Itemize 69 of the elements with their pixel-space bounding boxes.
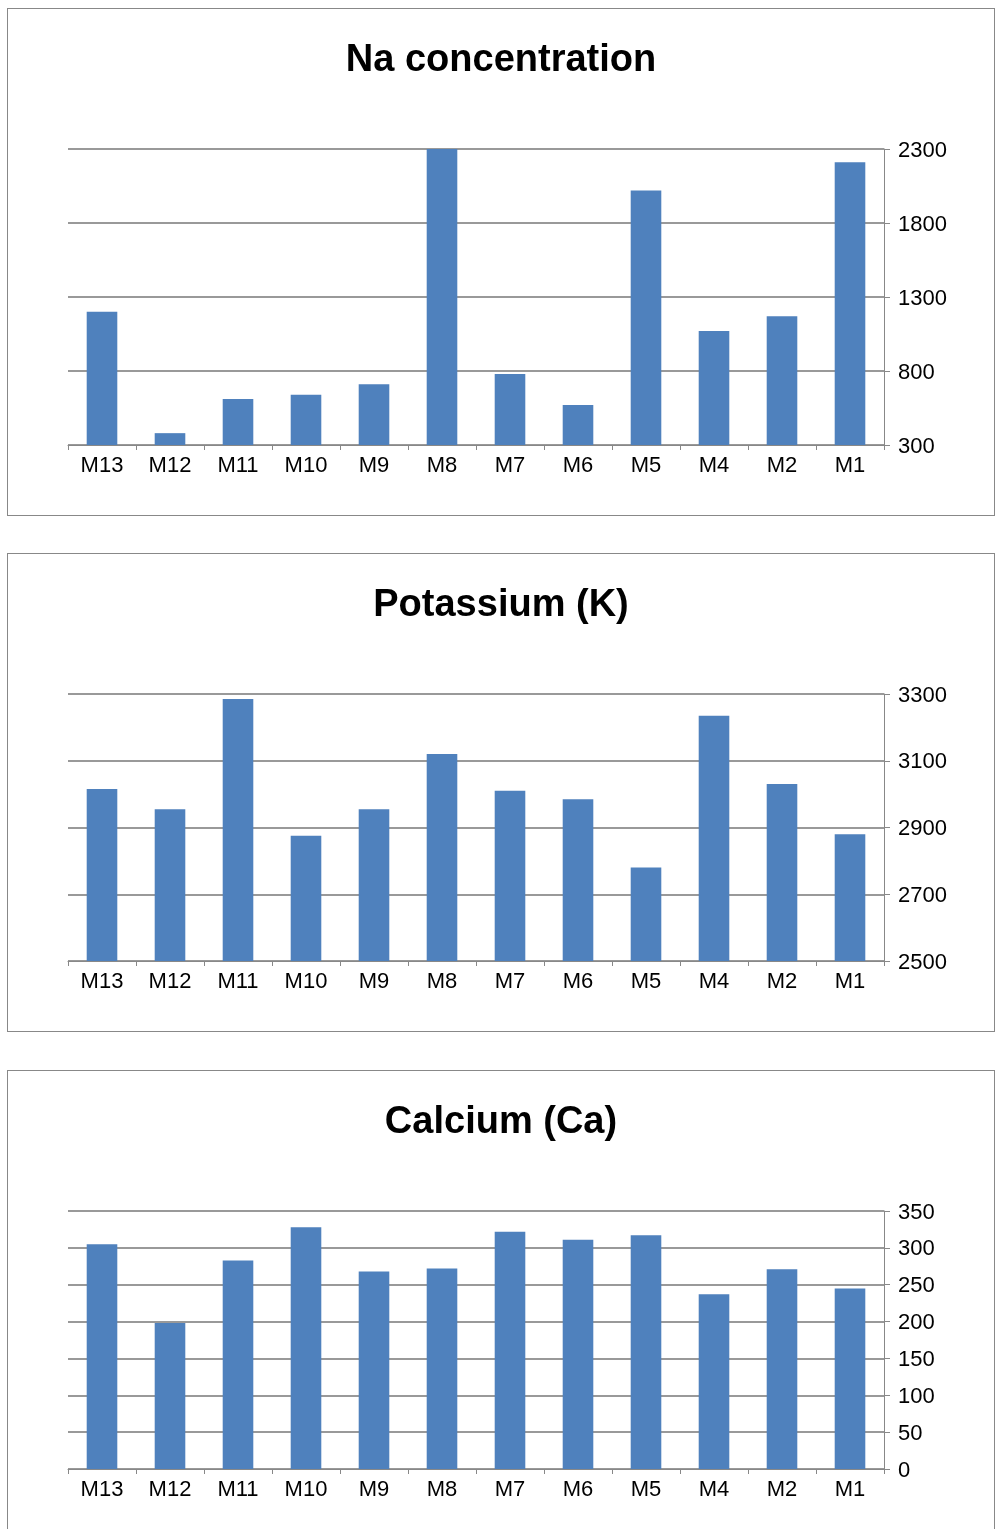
x-tick-label: M11 <box>217 1475 259 1501</box>
bar <box>86 1244 118 1469</box>
y-tick-label: 0 <box>898 1456 911 1482</box>
y-tick-label: 350 <box>898 1198 935 1224</box>
x-tick-label: M5 <box>630 451 662 477</box>
y-tick-label: 3300 <box>898 681 947 707</box>
x-tick-label: M7 <box>494 967 526 993</box>
x-tick-label: M2 <box>766 451 798 477</box>
y-tick-label: 300 <box>898 1235 935 1261</box>
bar <box>766 1269 798 1469</box>
x-tick-label: M13 <box>80 1475 124 1501</box>
x-tick-label: M12 <box>148 967 192 993</box>
bar <box>562 1239 594 1469</box>
x-tick-label: M6 <box>562 1475 594 1501</box>
x-tick-label: M10 <box>284 451 328 477</box>
bar <box>222 1260 254 1469</box>
x-tick-label: M1 <box>834 1475 866 1501</box>
x-tick-label: M8 <box>426 1475 458 1501</box>
y-tick-label: 2300 <box>898 136 947 162</box>
bar <box>426 1268 458 1469</box>
x-tick-label: M13 <box>80 967 124 993</box>
y-tick-label: 50 <box>898 1419 923 1445</box>
y-tick-label: 2900 <box>898 815 947 840</box>
y-tick-label: 200 <box>898 1309 935 1335</box>
bar <box>154 1323 186 1469</box>
x-tick-label: M10 <box>284 967 328 993</box>
x-tick-label: M8 <box>426 967 458 993</box>
x-tick-label: M4 <box>698 967 730 993</box>
bar <box>630 1235 662 1469</box>
chart-title: Na concentration <box>345 37 657 79</box>
bar <box>290 1227 322 1469</box>
y-tick-label: 1800 <box>898 210 947 236</box>
x-tick-label: M6 <box>562 451 594 477</box>
x-tick-label: M7 <box>494 1475 526 1501</box>
bar <box>358 1271 390 1469</box>
x-tick-label: M9 <box>358 967 390 993</box>
x-tick-label: M2 <box>766 967 798 993</box>
y-tick-label: 2700 <box>898 881 947 907</box>
bar <box>834 1288 866 1469</box>
x-tick-label: M4 <box>698 451 730 477</box>
x-tick-label: M4 <box>698 1475 730 1501</box>
x-tick-label: M12 <box>148 451 192 477</box>
y-tick-label: 2500 <box>898 948 947 974</box>
x-tick-label: M8 <box>426 451 458 477</box>
y-tick-label: 100 <box>898 1382 935 1408</box>
x-tick-label: M2 <box>766 1475 798 1501</box>
y-tick-label: 3100 <box>898 748 947 774</box>
x-tick-label: M11 <box>217 451 259 477</box>
x-tick-label: M12 <box>148 1475 192 1501</box>
x-tick-label: M9 <box>358 451 390 477</box>
x-tick-label: M5 <box>630 1475 662 1501</box>
x-tick-label: M1 <box>834 967 866 993</box>
x-tick-label: M7 <box>494 451 526 477</box>
bar <box>698 1294 730 1469</box>
y-tick-label: 150 <box>898 1345 935 1371</box>
x-tick-label: M13 <box>80 451 124 477</box>
x-tick-label: M6 <box>562 967 594 993</box>
chart-title: Potassium (K) <box>373 582 629 624</box>
y-tick-label: 800 <box>898 358 935 384</box>
y-tick-label: 250 <box>898 1272 935 1298</box>
y-tick-label: 300 <box>898 432 935 458</box>
chart-title: Calcium (Ca) <box>384 1099 618 1141</box>
x-tick-label: M5 <box>630 967 662 993</box>
y-tick-label: 1300 <box>898 284 947 310</box>
x-tick-label: M1 <box>834 451 866 477</box>
x-tick-label: M10 <box>284 1475 328 1501</box>
bar <box>494 1231 526 1469</box>
x-tick-label: M9 <box>358 1475 390 1501</box>
x-tick-label: M11 <box>217 967 259 993</box>
